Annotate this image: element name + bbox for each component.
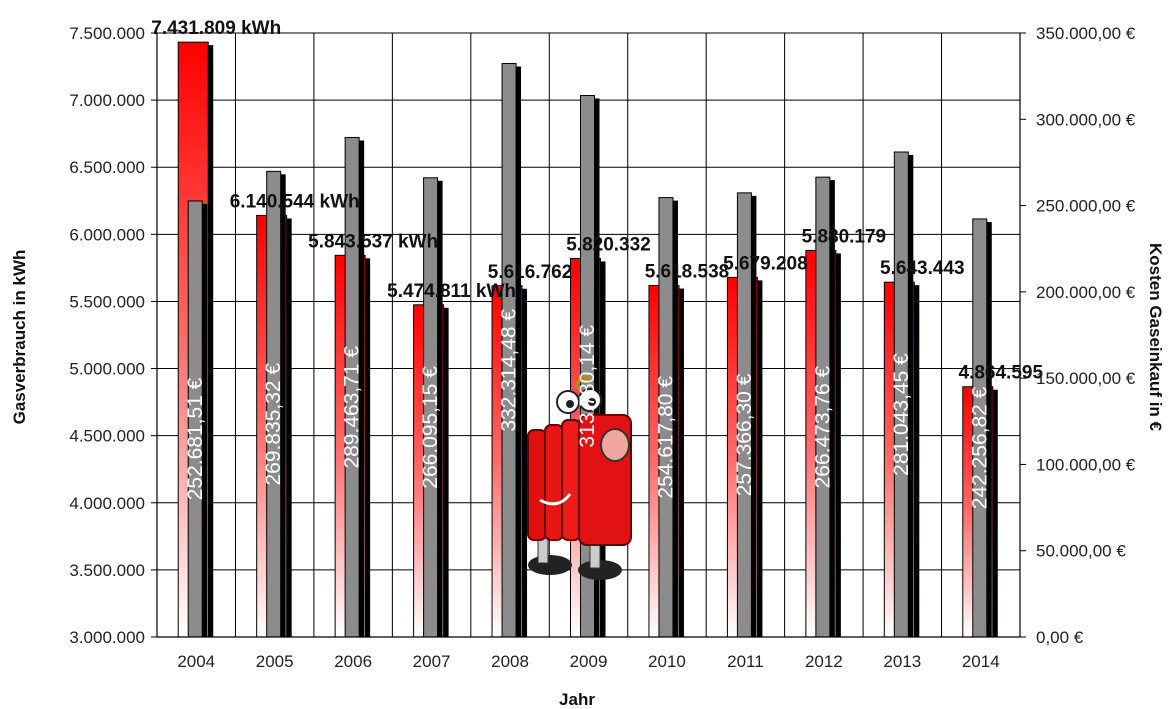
y2-tick-label: 200.000,00 € [1036,283,1136,302]
y-tick-label: 6.000.000 [69,225,145,244]
y-tick-label: 6.500.000 [69,158,145,177]
kwh-data-label: 5.474.811 kWh [387,281,516,302]
kwh-data-label: 5.616.762 [488,262,573,283]
kwh-data-label: 5.679.208 [723,253,808,274]
x-tick-label: 2013 [883,652,921,671]
y-axis-title: Gasverbrauch in kWh [10,250,29,425]
kwh-data-label: 5.643.443 [880,258,965,279]
x-tick-label: 2011 [727,652,764,671]
kwh-data-label: 5.880.179 [802,226,887,247]
kwh-data-label: 6.140.544 kWh [230,191,360,212]
cost-data-label: 266.095,15 € [419,366,442,489]
y-tick-label: 5.000.000 [69,360,145,379]
y2-tick-label: 250.000,00 € [1036,197,1136,216]
kwh-data-label: 4.864.595 [959,363,1044,384]
x-tick-label: 2006 [334,652,372,671]
x-tick-label: 2010 [648,652,686,671]
y-tick-label: 7.000.000 [69,91,145,110]
cost-data-label: 269.835,32 € [262,363,285,486]
y-tick-label: 3.500.000 [69,561,145,580]
cost-data-label: 254.617,80 € [655,376,678,499]
x-tick-label: 2004 [177,652,215,671]
kwh-data-label: 5.618.538 [645,262,730,283]
x-tick-label: 2012 [805,652,843,671]
y2-tick-label: 350.000,00 € [1036,24,1136,43]
x-tick-label: 2005 [256,652,294,671]
radiator-mascot-illustration [527,376,632,580]
kwh-data-label: 5.843.537 kWh [308,231,438,252]
x-tick-label: 2014 [962,652,1000,671]
cost-data-label: 257.366,30 € [733,373,756,496]
y2-axis-title: Kosten Gaseinkauf in € [1146,243,1165,432]
cost-data-label: 252.681,51 € [184,377,207,500]
cost-data-label: 332.314,48 € [498,309,521,432]
y-tick-label: 7.500.000 [69,24,145,43]
y-tick-label: 3.000.000 [69,628,145,647]
y-tick-label: 4.000.000 [69,494,145,513]
cost-data-label: 313.780,14 € [576,325,599,448]
y2-tick-label: 0,00 € [1036,628,1084,647]
cost-data-label: 242.256,82 € [968,386,991,509]
cost-data-label: 289.463,71 € [341,346,364,469]
kwh-data-label: 7.431.809 kWh [151,18,281,39]
cost-data-label: 281.043,45 € [890,353,913,476]
y2-tick-label: 150.000,00 € [1036,369,1136,388]
kwh-data-label: 5.820.332 [566,234,651,255]
x-tick-label: 2007 [413,652,451,671]
y-tick-label: 5.500.000 [69,292,145,311]
y2-tick-label: 50.000,00 € [1036,542,1126,561]
plot-frame [156,33,1021,638]
data-labels: 7.431.809 kWh 252.681,51 € 6.140.544 kWh 26… [151,18,1043,509]
x-tick-label: 2009 [570,652,608,671]
cost-data-label: 266.473,76 € [811,365,834,488]
x-tick-label: 2008 [491,652,529,671]
y2-tick-label: 300.000,00 € [1036,110,1136,129]
y2-tick-label: 100.000,00 € [1036,455,1136,474]
y-tick-label: 4.500.000 [69,427,145,446]
axes: 2004 2005 2006 2007 2008 2009 2010 2011 2012 2013… [69,24,1135,671]
x-axis-title: Jahr [559,690,595,709]
